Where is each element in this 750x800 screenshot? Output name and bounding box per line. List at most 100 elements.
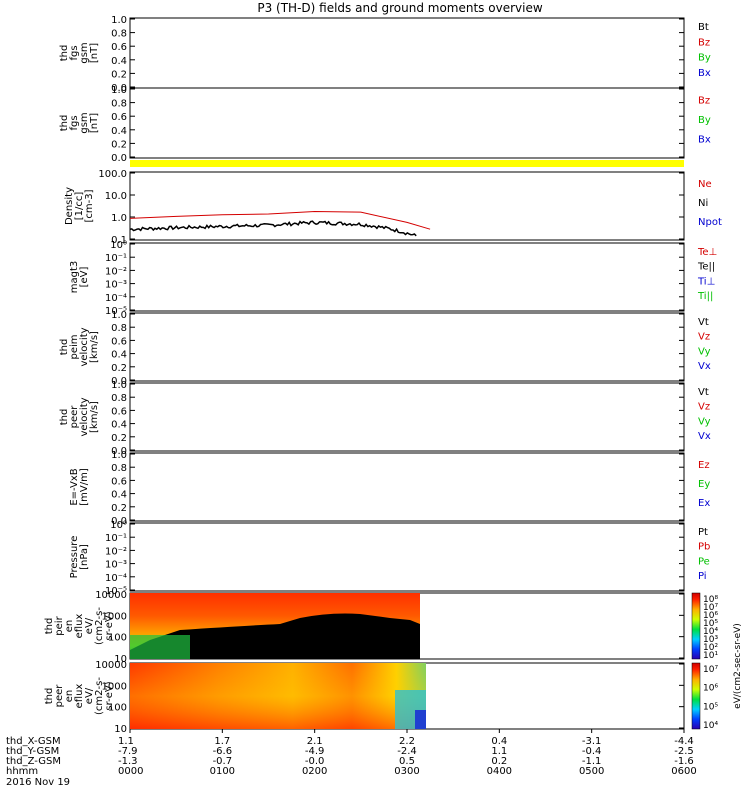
y-tick-label: 0.0 — [111, 516, 127, 527]
y-axis-label: [cm-3] — [84, 189, 95, 222]
x-axis-value: 0300 — [394, 766, 419, 777]
panel-frame — [129, 312, 685, 382]
colorbar-peer — [691, 662, 701, 730]
y-axis-label: en — [64, 690, 75, 703]
y-axis-label: fgs — [69, 45, 80, 60]
y-axis-label: Pressure — [69, 536, 80, 579]
y-axis-label: peir — [54, 615, 65, 635]
x-axis-value: -0.4 — [582, 746, 602, 757]
x-axis-row-label: thd_Y-GSM — [6, 746, 59, 757]
status-bar — [130, 160, 684, 167]
legend-Pb: Pb — [698, 542, 710, 553]
y-tick-label: 100 — [108, 703, 127, 714]
legend-Ti⊥: Ti⊥ — [697, 276, 715, 287]
y-tick-label: 0.6 — [111, 476, 127, 487]
y-tick-label: 0.1 — [111, 235, 127, 246]
y-axis-label: thd — [59, 45, 70, 62]
x-axis-value: 0400 — [487, 766, 512, 777]
legend-Ez: Ez — [698, 460, 710, 471]
legend-Npot: Npot — [698, 217, 722, 228]
y-tick-label: 1.0 — [111, 85, 127, 96]
y-axis-label: Density — [64, 187, 75, 225]
legend-Ey: Ey — [698, 479, 710, 490]
x-axis: thd_X-GSM 1.1 1.7 2.1 2.2 0.4 -3.1 -4.4 thd_Y-GS… — [6, 729, 697, 777]
y-axis-label: eflux — [74, 684, 85, 709]
x-axis-value: 0.5 — [399, 756, 415, 767]
x-axis-value: -4.9 — [305, 746, 325, 757]
x-axis-row-label: hhmm — [6, 766, 38, 777]
y-axis-label: [nPa] — [79, 544, 90, 570]
y-tick-label: 0.4 — [111, 490, 127, 501]
y-tick-label: 1000 — [102, 611, 127, 622]
x-axis-value: 0.2 — [491, 756, 507, 767]
y-tick-label: 0.6 — [111, 406, 127, 417]
legend-Vz: Vz — [698, 402, 710, 413]
x-axis-value: 0600 — [671, 766, 696, 777]
y-axis-label: velocity — [79, 327, 90, 366]
x-axis-value: 0200 — [302, 766, 327, 777]
y-tick-label: 0.2 — [111, 503, 127, 514]
y-tick-label: 10⁻⁵ — [105, 306, 127, 317]
y-tick-label: 0.0 — [111, 83, 127, 94]
x-axis-value: -2.5 — [674, 746, 694, 757]
y-tick-label: 0.8 — [111, 323, 127, 334]
y-tick-label: 10.0 — [105, 191, 127, 202]
legend-Vy: Vy — [698, 346, 711, 357]
legend-Te||: Te|| — [697, 262, 715, 273]
panel-peim: 0.0 0.2 0.4 0.6 0.8 1.0 thd peim velocity [km/s] V… — [59, 310, 711, 387]
y-tick-label: 10⁻⁴ — [105, 573, 127, 584]
legend-Bx: Bx — [698, 134, 711, 145]
colorbar-label: eV/(cm2-sec-sr-eV) — [733, 623, 743, 709]
legend-Bz: Bz — [698, 96, 710, 107]
colorbar-peir — [691, 592, 701, 660]
y-axis-label: thd — [59, 115, 70, 132]
y-tick-label: 10⁻⁴ — [105, 293, 127, 304]
peir-black-region — [130, 613, 420, 659]
y-tick-label: 1.0 — [111, 15, 127, 26]
y-tick-label: 10⁰ — [110, 520, 127, 531]
colorbar-tick-label: 10⁸ — [703, 595, 718, 605]
y-axis-label: [nT] — [89, 43, 100, 63]
peir-spectrogram — [130, 593, 420, 659]
legend-Vy: Vy — [698, 416, 711, 427]
panel-peem: 0.0 0.2 0.4 0.6 0.8 1.0 thd peer velocity [km/s] V… — [59, 380, 711, 457]
peer-spectrogram — [130, 663, 426, 729]
y-tick-label: 10⁻² — [105, 266, 127, 277]
legend-Vt: Vt — [698, 317, 709, 328]
x-axis-value: 2.1 — [307, 736, 323, 747]
x-axis-value: -7.9 — [118, 746, 138, 757]
x-axis-value: -4.4 — [674, 736, 694, 747]
y-axis-label: eflux — [74, 614, 85, 639]
colorbar-tick-label: 10⁵ — [703, 619, 718, 629]
y-axis-label: peim — [69, 334, 80, 359]
y-tick-label: 10⁻³ — [105, 560, 127, 571]
y-tick-label: 0.4 — [111, 350, 127, 361]
y-axis-label: peer — [69, 405, 80, 429]
legend-Vt: Vt — [698, 387, 709, 398]
panel-frame — [129, 242, 685, 312]
y-tick-label: 100.0 — [98, 169, 127, 180]
colorbar-tick-label: 10³ — [703, 635, 718, 645]
panel-frame — [129, 171, 685, 241]
y-axis-label: peer — [54, 684, 65, 708]
y-tick-label: 0.4 — [111, 56, 127, 67]
y-axis-label: (cm2-s- — [94, 607, 105, 645]
x-axis-value: -1.6 — [674, 756, 694, 767]
y-tick-label: 100 — [108, 633, 127, 644]
legend-Ne: Ne — [698, 179, 712, 190]
y-axis-label: (cm2-s- — [94, 677, 105, 715]
panel-density: 0.1 1.0 10.0 100.0 Density [1/cc] [cm-3] Ne Ni Np… — [64, 169, 722, 246]
x-axis-row-label: thd_X-GSM — [6, 736, 61, 747]
y-tick-label: 1000 — [102, 681, 127, 692]
colorbar-tick-label: 10⁷ — [703, 665, 718, 675]
x-axis-value: 0.4 — [491, 736, 507, 747]
y-axis-label: E=-VxB — [69, 468, 80, 505]
x-axis-value: 0000 — [118, 766, 143, 777]
legend-Ti||: Ti|| — [697, 291, 713, 302]
colorbar-tick-label: 10⁶ — [703, 684, 718, 694]
series-ne — [129, 210, 431, 230]
y-tick-label: 0.2 — [111, 139, 127, 150]
colorbar-tick-label: 10⁷ — [703, 603, 718, 613]
x-axis-value: 1.1 — [491, 746, 507, 757]
